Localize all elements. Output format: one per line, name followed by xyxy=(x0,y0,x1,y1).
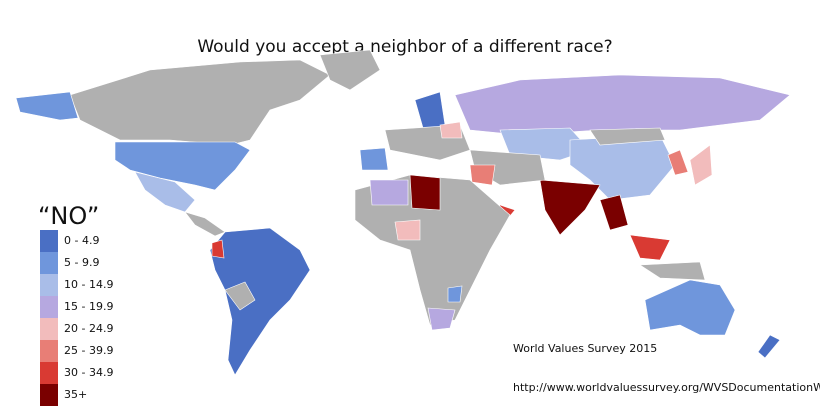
legend-label: 5 - 9.9 xyxy=(64,256,99,269)
source-name: World Values Survey 2015 xyxy=(513,342,657,355)
legend-swatch xyxy=(40,274,58,296)
world-map xyxy=(15,49,791,376)
source-url: http://www.worldvaluessurvey.org/WVSDocu… xyxy=(513,381,820,394)
legend-label: 25 - 39.9 xyxy=(64,344,113,357)
legend-label: 0 - 4.9 xyxy=(64,234,99,247)
legend-title: “NO” xyxy=(38,202,99,230)
legend-swatch xyxy=(40,296,58,318)
legend-swatch xyxy=(40,318,58,340)
legend-swatch xyxy=(40,230,58,252)
legend-swatch xyxy=(40,252,58,274)
legend-label: 20 - 24.9 xyxy=(64,322,113,335)
legend-swatch xyxy=(40,384,58,406)
map-title: Would you accept a neighbor of a differe… xyxy=(197,37,612,57)
legend: “NO” 0 - 4.9 5 - 9.9 10 - 14.9 15 - 19.9 20 … xyxy=(38,202,113,406)
legend-label: 30 - 34.9 xyxy=(64,366,113,379)
legend-label: 15 - 19.9 xyxy=(64,300,113,313)
legend-swatch xyxy=(40,362,58,384)
legend-swatch xyxy=(40,340,58,362)
legend-label: 10 - 14.9 xyxy=(64,278,113,291)
legend-label: 35+ xyxy=(64,388,87,401)
